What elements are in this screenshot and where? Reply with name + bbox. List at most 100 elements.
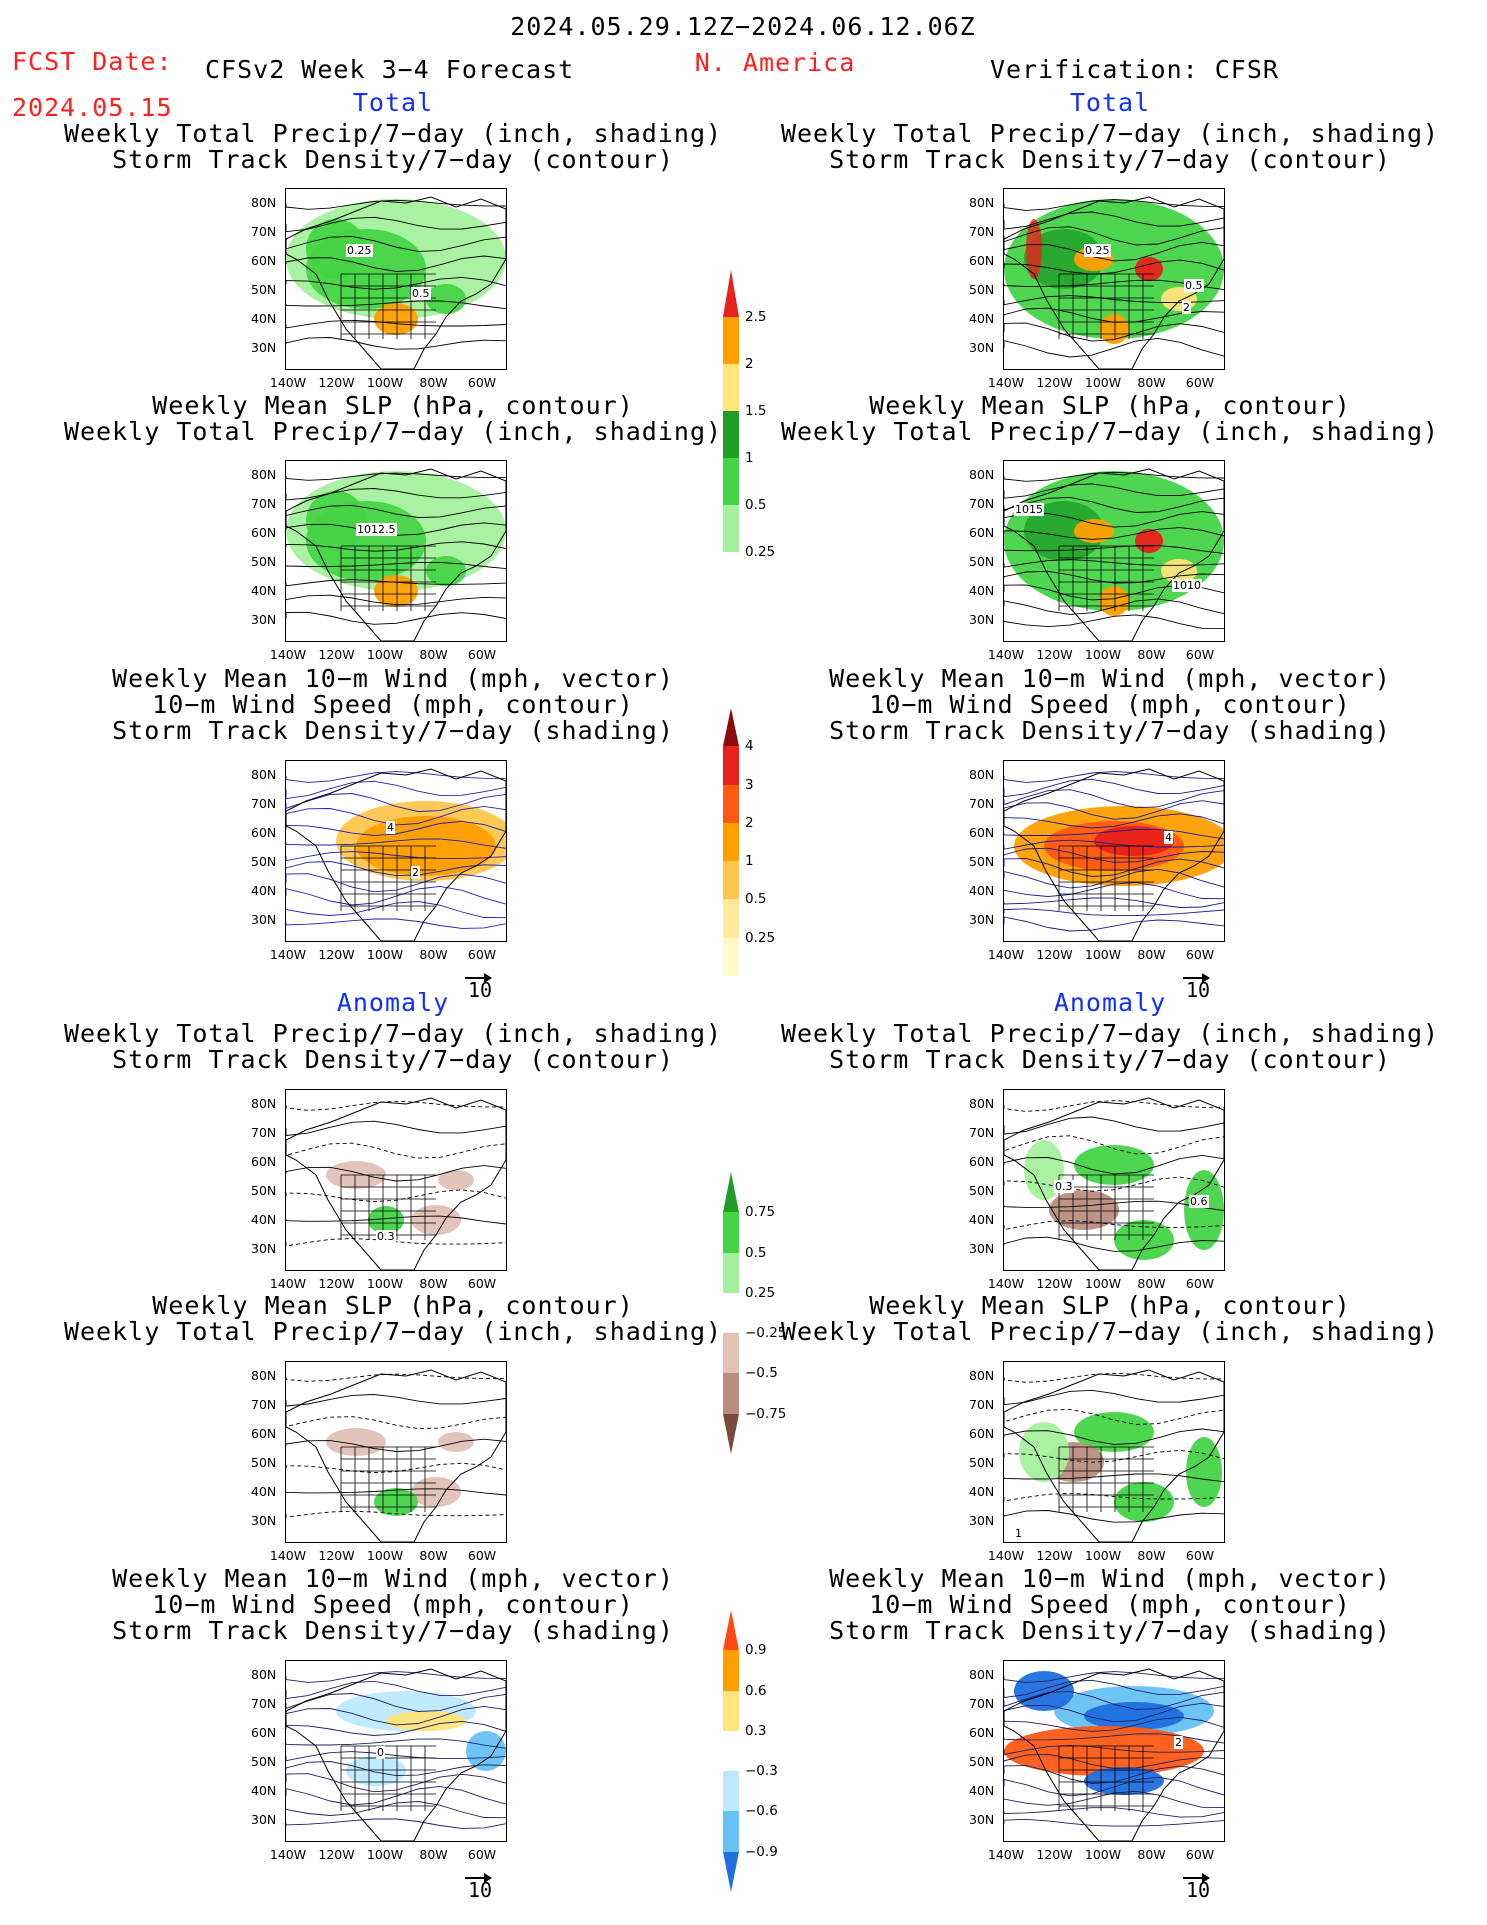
colorbar-label: 0.5 [745,497,767,513]
colorbar-segment [723,861,739,900]
panel-title: Weekly Total Precip/7−day (inch, shading… [780,119,1440,148]
lon-tick-label: 100W [1084,1548,1122,1563]
panel-title: Weekly Mean SLP (hPa, contour) [869,391,1351,420]
storm-track-anomaly-colorbar [723,1610,739,1892]
lon-tick-label: 120W [318,375,355,390]
colorbar-label: −0.9 [745,1843,778,1860]
colorbar-label: 1 [745,450,754,466]
lat-tick-label: 40N [251,1484,277,1499]
lat-tick-label: 50N [969,1183,995,1198]
verification-anomaly-heading: Anomaly [1053,988,1167,1017]
lat-tick-label: 40N [251,311,277,326]
lon-tick-label: 120W [318,647,355,662]
panel-title: Storm Track Density/7−day (contour) [829,145,1391,174]
colorbar-segment [723,1413,739,1454]
contour-label: 0.3 [376,1230,396,1243]
panel-title: Storm Track Density/7−day (shading) [112,716,674,745]
forecast-anom-anPrecip-map: 0.3 [285,1089,507,1271]
lon-tick-label: 80W [419,647,448,662]
colorbar-label: 0.3 [745,1722,767,1739]
lon-tick-label: 60W [1185,1847,1215,1862]
colorbar-segment [723,1811,739,1852]
vector-reference-label: 10 [468,1878,493,1902]
lat-tick-label: 80N [251,1667,277,1682]
lat-tick-label: 50N [969,1455,995,1470]
lon-tick-label: 80W [1137,1276,1166,1291]
lat-tick-label: 70N [251,796,277,811]
lat-tick-label: 80N [251,467,277,482]
vector-reference-label: 10 [468,978,493,1002]
lon-tick-label: 100W [366,1276,404,1291]
lat-tick-label: 50N [969,282,995,297]
forecast-total-totPrecip-map: 0.25 0.5 [285,188,507,370]
lat-tick-label: 40N [969,1212,995,1227]
lon-tick-label: 80W [419,1276,448,1291]
colorbar-segment [723,1292,739,1334]
fcst-date-label: FCST Date: [12,47,173,76]
lat-tick-label: 60N [251,1154,277,1169]
lat-tick-label: 30N [251,340,277,355]
lat-tick-label: 70N [251,1696,277,1711]
storm-track-total-colorbar [723,708,739,976]
lat-tick-label: 40N [969,311,995,326]
vector-reference-label: 10 [1186,978,1211,1002]
lat-tick-label: 30N [969,1513,995,1528]
lat-tick-label: 30N [969,1241,995,1256]
lon-tick-label: 140W [987,1847,1025,1862]
lat-tick-label: 30N [251,1812,277,1827]
colorbar-segment [723,937,739,976]
panel-title: 10−m Wind Speed (mph, contour) [152,1590,634,1619]
contour-label: 0.5 [1184,279,1204,292]
lat-tick-label: 60N [969,525,995,540]
colorbar-label: 1 [745,853,754,870]
contour-label: 2 [411,866,420,879]
colorbar-segment [723,458,739,505]
panel-title: 10−m Wind Speed (mph, contour) [869,690,1351,719]
lon-tick-label: 80W [419,1548,448,1563]
lat-tick-label: 60N [969,253,995,268]
lat-tick-label: 50N [969,554,995,569]
colorbar-segment [723,746,739,785]
lon-tick-label: 100W [366,1847,404,1862]
forecast-period: 2024.05.29.12Z−2024.06.12.06Z [510,12,976,41]
lon-tick-label: 140W [987,1548,1025,1563]
lon-tick-label: 140W [987,647,1025,662]
vector-reference-arrow [465,1874,492,1882]
lat-tick-label: 40N [969,1484,995,1499]
contour-label: 1010 [1172,579,1202,592]
panel-title: Weekly Mean 10−m Wind (mph, vector) [112,1564,674,1593]
lat-tick-label: 80N [969,467,995,482]
lon-tick-label: 140W [987,1276,1025,1291]
colorbar-segment [723,1851,739,1892]
colorbar-segment [723,411,739,458]
lat-tick-label: 60N [251,1426,277,1441]
panel-title: Weekly Mean SLP (hPa, contour) [152,1291,634,1320]
panel-title: 10−m Wind Speed (mph, contour) [152,690,634,719]
contour-label: 2 [1174,1736,1183,1749]
lon-tick-label: 120W [1036,375,1073,390]
colorbar-label: 3 [745,776,754,793]
lat-tick-label: 50N [251,554,277,569]
panel-title: Weekly Total Precip/7−day (inch, shading… [780,1317,1440,1346]
lon-tick-label: 100W [1084,375,1122,390]
colorbar-label: −0.5 [745,1365,778,1382]
forecast-anom-anSlp-map [285,1361,507,1543]
lon-tick-label: 100W [1084,647,1122,662]
vector-reference-arrow [1183,1874,1210,1882]
lon-tick-label: 140W [269,947,307,962]
lon-tick-label: 140W [987,375,1025,390]
lon-tick-label: 140W [987,947,1025,962]
verification-anom-anWind-map: 2 [1003,1660,1225,1842]
lat-tick-label: 30N [251,1513,277,1528]
lon-tick-label: 120W [318,1847,355,1862]
lon-tick-label: 60W [467,947,497,962]
lat-tick-label: 40N [251,1212,277,1227]
colorbar-segment [723,1252,739,1293]
panel-title: Weekly Mean SLP (hPa, contour) [869,1291,1351,1320]
colorbar-segment [723,1610,739,1651]
lat-tick-label: 30N [251,1241,277,1256]
lat-tick-label: 60N [251,1725,277,1740]
forecast-total-totSlp-map: 1012.5 [285,460,507,642]
fcst-date: 2024.05.15 [12,93,173,122]
